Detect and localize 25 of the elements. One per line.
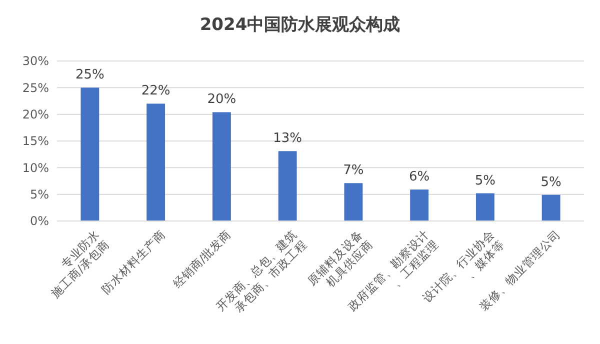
bar: [278, 151, 297, 221]
bar: [80, 88, 100, 221]
data-label: 5%: [540, 174, 562, 190]
x-tick-label: 经销商/批发商: [170, 227, 234, 291]
data-label: 25%: [75, 68, 104, 83]
data-label: 5%: [474, 173, 496, 188]
chart-title: 2024中国防水展观众构成: [200, 15, 400, 35]
bar: [542, 194, 560, 221]
y-tick-label: 25%: [22, 80, 49, 95]
y-tick-label: 30%: [22, 54, 49, 68]
y-tick-label: 15%: [22, 134, 49, 148]
y-tick-label: 0%: [30, 214, 49, 228]
data-label: 22%: [141, 84, 170, 99]
bar: [344, 183, 363, 221]
y-tick-label: 10%: [22, 160, 49, 175]
y-tick-label: 5%: [30, 188, 49, 202]
data-label: 7%: [343, 163, 364, 178]
data-label: 6%: [409, 170, 430, 185]
bar: [146, 104, 166, 221]
data-label: 13%: [273, 131, 302, 146]
y-tick-label: 20%: [22, 108, 49, 122]
bar: [410, 190, 429, 221]
data-label: 20%: [207, 92, 236, 108]
bar: [212, 112, 231, 221]
bar: [476, 193, 494, 221]
